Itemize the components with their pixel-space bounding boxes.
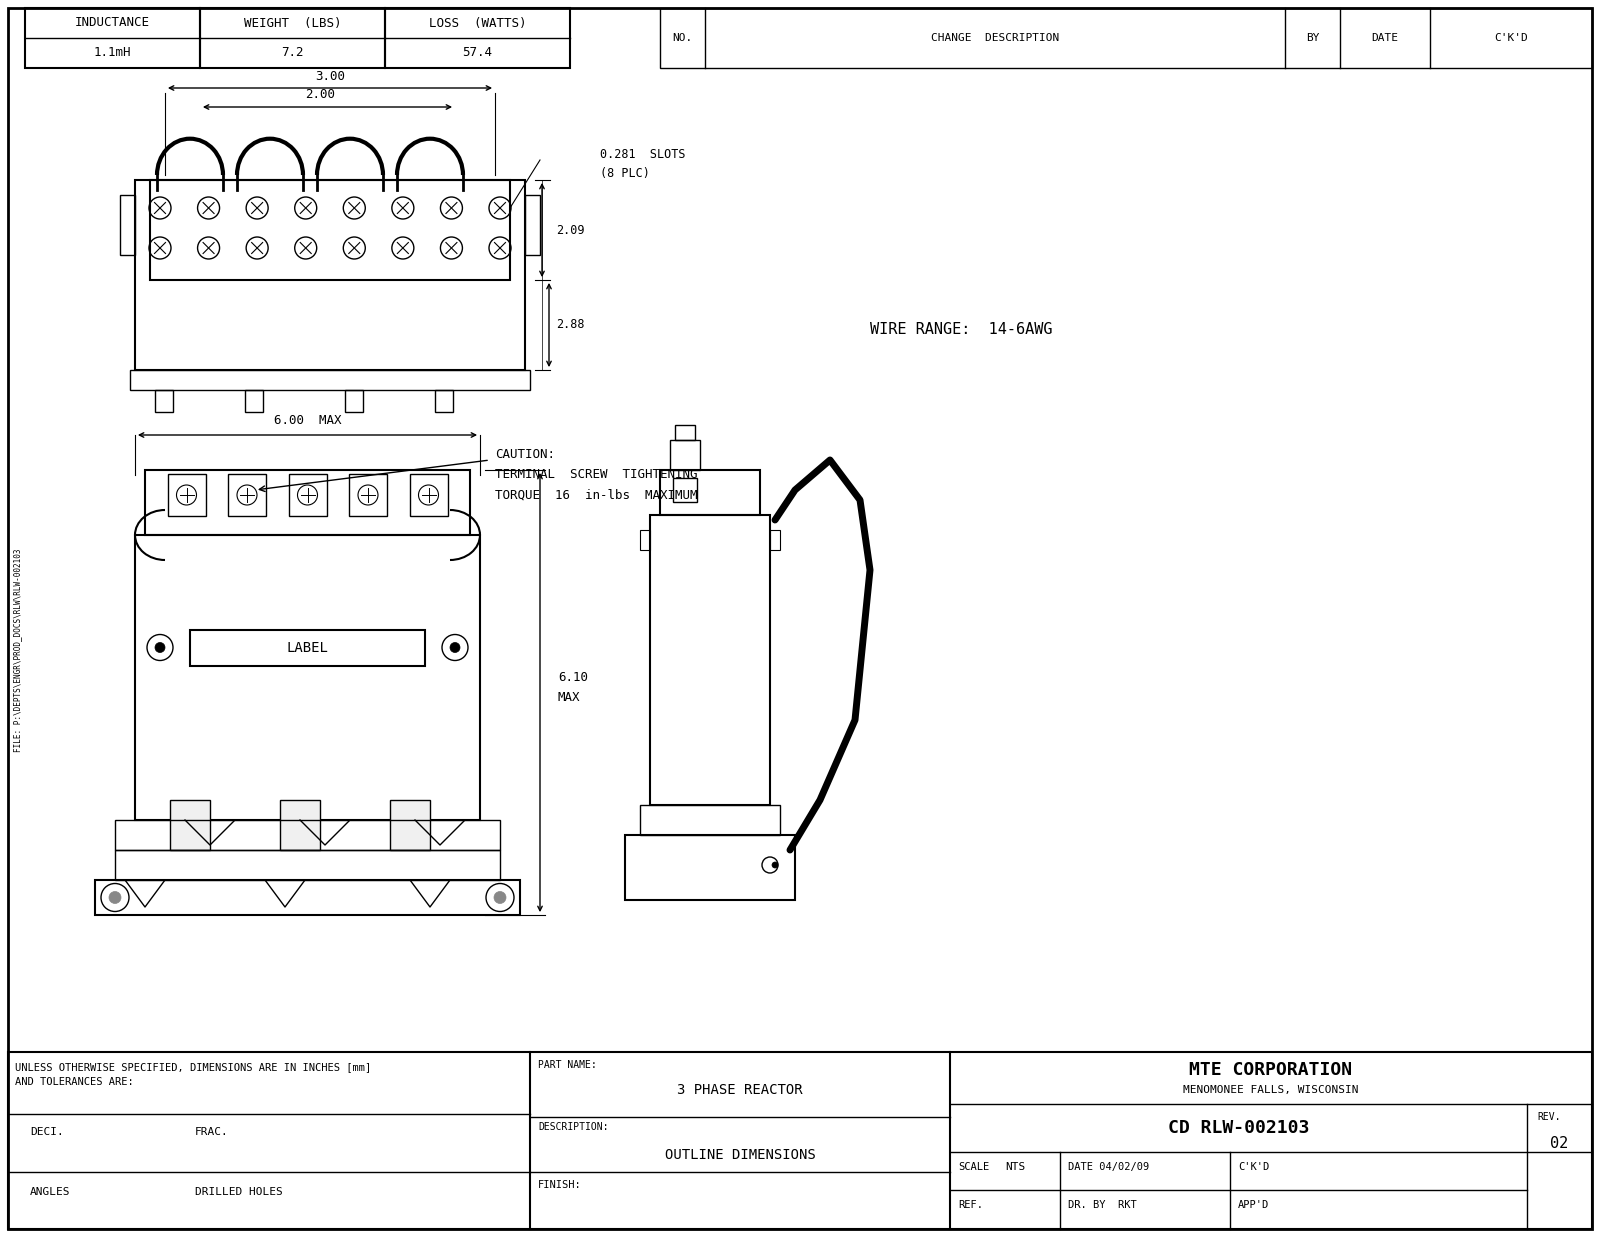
Bar bbox=[120, 195, 134, 255]
Text: PART NAME:: PART NAME: bbox=[538, 1060, 597, 1070]
Text: 2.00: 2.00 bbox=[306, 89, 334, 101]
Text: 02: 02 bbox=[1550, 1137, 1568, 1152]
Bar bbox=[390, 800, 430, 850]
Bar bbox=[770, 529, 781, 550]
Text: CAUTION:: CAUTION: bbox=[494, 449, 555, 461]
Bar bbox=[280, 800, 320, 850]
Text: DECI.: DECI. bbox=[30, 1127, 64, 1137]
Bar bbox=[155, 390, 173, 412]
Bar bbox=[190, 630, 426, 666]
Bar bbox=[94, 880, 520, 915]
Bar bbox=[245, 390, 262, 412]
Text: TERMINAL  SCREW  TIGHTENING: TERMINAL SCREW TIGHTENING bbox=[494, 469, 698, 481]
Bar bbox=[640, 529, 650, 550]
Bar bbox=[150, 181, 510, 280]
Bar bbox=[288, 474, 326, 516]
Bar bbox=[674, 477, 698, 502]
Circle shape bbox=[155, 642, 165, 652]
Bar bbox=[661, 470, 760, 515]
Bar bbox=[349, 474, 387, 516]
Bar bbox=[229, 474, 266, 516]
Text: FILE: P:\DEPTS\ENGR\PROD_DOCS\RLW\RLW-002103: FILE: P:\DEPTS\ENGR\PROD_DOCS\RLW\RLW-00… bbox=[13, 548, 22, 752]
Text: CHANGE  DESCRIPTION: CHANGE DESCRIPTION bbox=[931, 33, 1059, 43]
Text: C'K'D: C'K'D bbox=[1238, 1162, 1269, 1171]
Bar bbox=[8, 1051, 1592, 1230]
Text: DR. BY  RKT: DR. BY RKT bbox=[1069, 1200, 1136, 1210]
Text: WIRE RANGE:  14-6AWG: WIRE RANGE: 14-6AWG bbox=[870, 323, 1053, 338]
Text: ANGLES: ANGLES bbox=[30, 1188, 70, 1197]
Bar bbox=[200, 7, 386, 68]
Text: NO.: NO. bbox=[672, 33, 693, 43]
Text: 1.1mH: 1.1mH bbox=[94, 47, 131, 59]
Circle shape bbox=[109, 892, 122, 903]
Text: APP'D: APP'D bbox=[1238, 1200, 1269, 1210]
Text: DATE: DATE bbox=[1371, 33, 1398, 43]
Bar bbox=[26, 7, 200, 68]
Text: MAX: MAX bbox=[558, 691, 581, 704]
Bar bbox=[650, 515, 770, 805]
Text: 3 PHASE REACTOR: 3 PHASE REACTOR bbox=[677, 1084, 803, 1097]
Text: REV.: REV. bbox=[1538, 1112, 1560, 1122]
Text: AND TOLERANCES ARE:: AND TOLERANCES ARE: bbox=[14, 1077, 134, 1087]
Text: NTS: NTS bbox=[1005, 1162, 1026, 1171]
Bar bbox=[386, 7, 570, 68]
Text: DATE 04/02/09: DATE 04/02/09 bbox=[1069, 1162, 1149, 1171]
Text: DESCRIPTION:: DESCRIPTION: bbox=[538, 1122, 608, 1132]
Bar bbox=[346, 390, 363, 412]
Text: OUTLINE DIMENSIONS: OUTLINE DIMENSIONS bbox=[664, 1148, 816, 1162]
Text: LABEL: LABEL bbox=[286, 641, 328, 654]
Circle shape bbox=[771, 862, 778, 868]
Bar bbox=[146, 470, 470, 534]
Bar bbox=[670, 440, 701, 470]
Circle shape bbox=[450, 642, 461, 652]
Text: MENOMONEE FALLS, WISCONSIN: MENOMONEE FALLS, WISCONSIN bbox=[1184, 1085, 1358, 1095]
Text: 3.00: 3.00 bbox=[315, 69, 346, 83]
Bar bbox=[435, 390, 453, 412]
Text: C'K'D: C'K'D bbox=[1494, 33, 1528, 43]
Bar bbox=[661, 7, 1592, 68]
Bar bbox=[134, 181, 525, 370]
Text: (8 PLC): (8 PLC) bbox=[600, 167, 650, 179]
Text: TORQUE  16  in-lbs  MAXIMUM: TORQUE 16 in-lbs MAXIMUM bbox=[494, 489, 698, 501]
Bar bbox=[626, 835, 795, 901]
Text: 2.88: 2.88 bbox=[555, 318, 584, 332]
Text: 7.2: 7.2 bbox=[282, 47, 304, 59]
Bar bbox=[115, 850, 499, 880]
Text: UNLESS OTHERWISE SPECIFIED, DIMENSIONS ARE IN INCHES [mm]: UNLESS OTHERWISE SPECIFIED, DIMENSIONS A… bbox=[14, 1063, 371, 1072]
Text: MTE CORPORATION: MTE CORPORATION bbox=[1189, 1061, 1352, 1079]
Text: 57.4: 57.4 bbox=[462, 47, 493, 59]
Text: FINISH:: FINISH: bbox=[538, 1180, 582, 1190]
Bar bbox=[168, 474, 205, 516]
Text: CD RLW-002103: CD RLW-002103 bbox=[1168, 1119, 1309, 1137]
Bar bbox=[130, 370, 530, 390]
Text: SCALE: SCALE bbox=[958, 1162, 989, 1171]
Text: INDUCTANCE: INDUCTANCE bbox=[75, 16, 150, 30]
Text: 0.281  SLOTS: 0.281 SLOTS bbox=[600, 148, 685, 162]
Text: DRILLED HOLES: DRILLED HOLES bbox=[195, 1188, 283, 1197]
Bar bbox=[115, 820, 499, 850]
Bar bbox=[410, 474, 448, 516]
Text: FRAC.: FRAC. bbox=[195, 1127, 229, 1137]
Bar bbox=[525, 195, 541, 255]
Text: REF.: REF. bbox=[958, 1200, 982, 1210]
Text: 6.10: 6.10 bbox=[558, 670, 589, 684]
Text: 2.09: 2.09 bbox=[555, 224, 584, 236]
Text: BY: BY bbox=[1306, 33, 1320, 43]
Bar bbox=[134, 534, 480, 820]
Bar bbox=[170, 800, 210, 850]
Text: LOSS  (WATTS): LOSS (WATTS) bbox=[429, 16, 526, 30]
Text: 6.00  MAX: 6.00 MAX bbox=[274, 414, 341, 428]
Circle shape bbox=[494, 892, 506, 903]
Text: WEIGHT  (LBS): WEIGHT (LBS) bbox=[243, 16, 341, 30]
Bar bbox=[640, 805, 781, 835]
Bar bbox=[675, 426, 694, 440]
